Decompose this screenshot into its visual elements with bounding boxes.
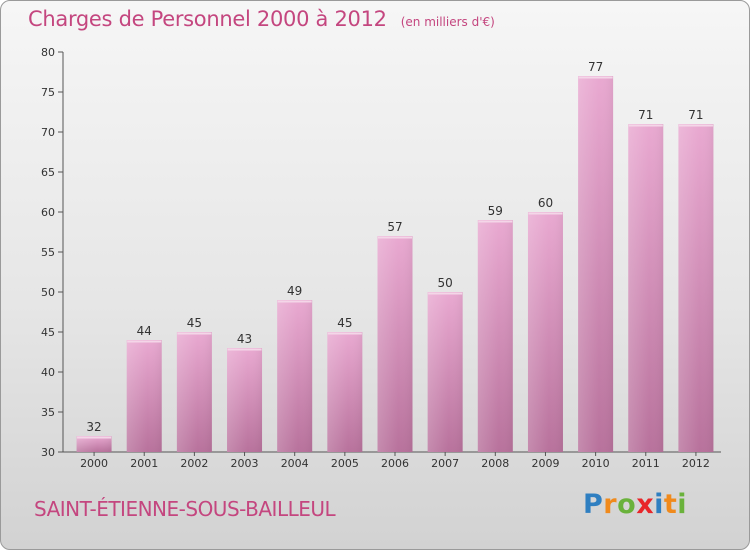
x-tick-label: 2009 [531, 457, 559, 470]
data-label: 77 [588, 60, 603, 74]
bar-top-highlight [578, 76, 613, 79]
chart-title-block: Charges de Personnel 2000 à 2012 (en mill… [28, 7, 495, 31]
y-tick-label: 65 [41, 166, 55, 179]
x-tick-label: 2004 [281, 457, 309, 470]
bar-shade [578, 76, 614, 452]
data-label: 60 [538, 196, 553, 210]
bar-top-highlight [327, 332, 362, 335]
y-tick-label: 80 [41, 46, 55, 59]
bar-shade [477, 220, 513, 452]
bar-shade [227, 348, 263, 452]
bar-top-highlight [678, 124, 713, 127]
bar-shade [327, 332, 363, 452]
logo-letter: i [654, 489, 664, 520]
data-label: 44 [137, 324, 152, 338]
x-tick-label: 2006 [381, 457, 409, 470]
y-tick-label: 60 [41, 206, 55, 219]
bar-shade [678, 124, 714, 452]
chart-subtitle: (en milliers d'€) [400, 15, 495, 29]
data-label: 32 [86, 420, 101, 434]
logo-letter: P [583, 489, 604, 520]
y-tick-label: 70 [41, 126, 55, 139]
y-tick-label: 50 [41, 286, 55, 299]
data-label: 59 [488, 204, 503, 218]
data-label: 71 [688, 108, 703, 122]
proxiti-logo: Proxiti [583, 489, 687, 520]
x-tick-label: 2001 [130, 457, 158, 470]
data-label: 45 [337, 316, 352, 330]
bar-shade [176, 332, 212, 452]
x-tick-label: 2000 [80, 457, 108, 470]
bar-shade [126, 340, 162, 452]
logo-letter: x [636, 489, 655, 520]
bar-top-highlight [77, 436, 112, 439]
x-tick-label: 2010 [582, 457, 610, 470]
data-label: 49 [287, 284, 302, 298]
x-tick-label: 2003 [231, 457, 259, 470]
x-tick-label: 2008 [481, 457, 509, 470]
x-tick-label: 2005 [331, 457, 359, 470]
data-label: 57 [387, 220, 402, 234]
bar-shade [277, 300, 313, 452]
y-tick-label: 55 [41, 246, 55, 259]
x-tick-label: 2012 [682, 457, 710, 470]
x-tick-label: 2011 [632, 457, 660, 470]
bar-shade [628, 124, 664, 452]
y-tick-label: 40 [41, 366, 55, 379]
chart-title: Charges de Personnel 2000 à 2012 [28, 7, 387, 31]
bar-top-highlight [227, 348, 262, 351]
bar-top-highlight [277, 300, 312, 303]
bar-top-highlight [378, 236, 412, 239]
logo-letter: r [603, 489, 618, 520]
commune-name: SAINT-ÉTIENNE-SOUS-BAILLEUL [34, 497, 336, 521]
data-label: 45 [187, 316, 202, 330]
y-tick-label: 45 [41, 326, 55, 339]
bar-top-highlight [628, 124, 663, 127]
y-tick-label: 75 [41, 86, 55, 99]
bar-top-highlight [177, 332, 212, 335]
bar-shade [76, 436, 112, 452]
bar-layer: 32 44 45 43 49 45 57 50 59 60 77 71 71 [76, 60, 714, 452]
x-tick-label: 2002 [180, 457, 208, 470]
bar-top-highlight [127, 340, 162, 343]
y-tick-label: 35 [41, 406, 55, 419]
data-label: 50 [438, 276, 453, 290]
logo-letter: o [617, 489, 637, 520]
bar-shade [377, 236, 413, 452]
data-label: 71 [638, 108, 653, 122]
bar-shade [427, 292, 463, 452]
bar-top-highlight [528, 212, 563, 215]
x-tick-label: 2007 [431, 457, 459, 470]
bar-top-highlight [478, 220, 513, 223]
axis-layer: 30 35 40 45 50 55 60 65 70 75 80 2000 2001 2002 2003 20… [41, 46, 721, 470]
bar-shade [527, 212, 563, 452]
logo-letter: i [677, 489, 688, 520]
y-tick-label: 30 [41, 446, 55, 459]
data-label: 43 [237, 332, 252, 346]
logo-letter: t [663, 489, 678, 520]
bar-top-highlight [428, 292, 463, 295]
